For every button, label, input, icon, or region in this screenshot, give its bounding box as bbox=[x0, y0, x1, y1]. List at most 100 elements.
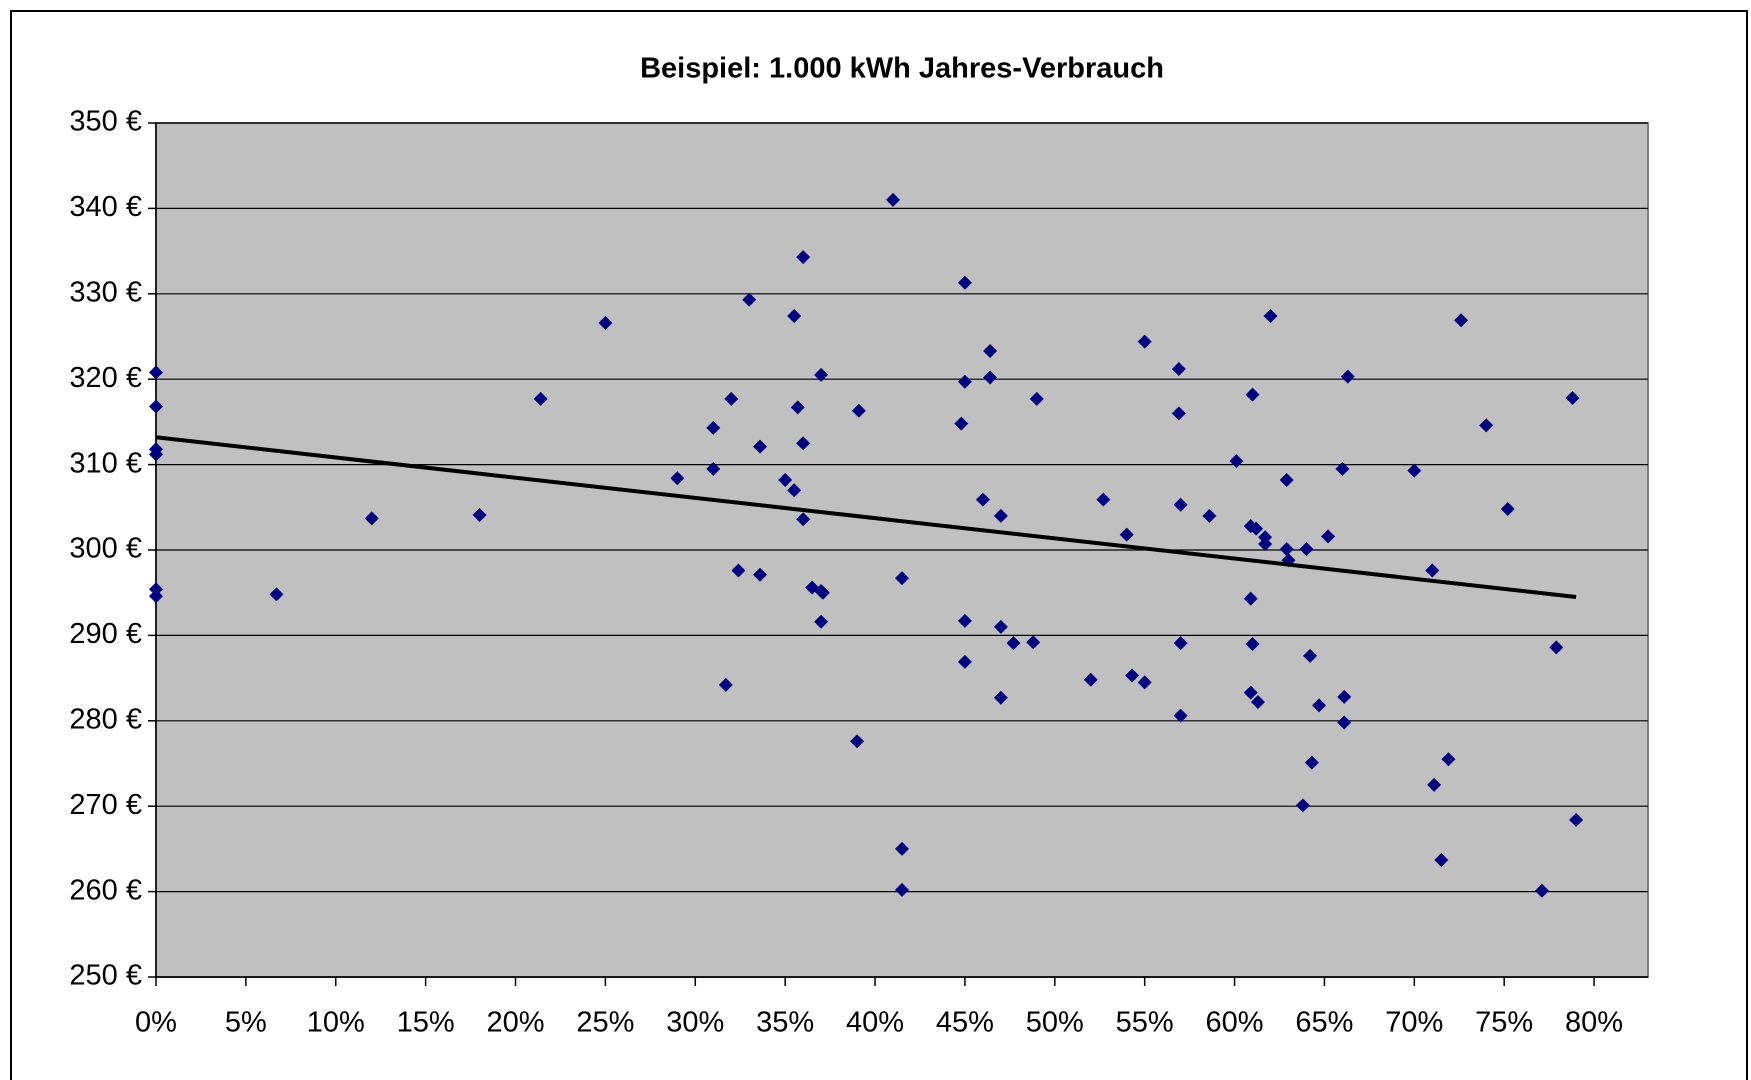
x-tick-label: 0% bbox=[135, 1007, 177, 1039]
scatter-point bbox=[1454, 313, 1469, 328]
scatter-point bbox=[1026, 635, 1041, 650]
scatter-point bbox=[1335, 461, 1350, 476]
scatter-point bbox=[796, 436, 811, 451]
scatter-point bbox=[790, 400, 805, 415]
scatter-point bbox=[1321, 529, 1336, 544]
scatter-point bbox=[850, 734, 865, 749]
scatter-point bbox=[1250, 695, 1265, 710]
y-tick-label: 300 € bbox=[69, 533, 142, 565]
scatter-point bbox=[1441, 752, 1456, 767]
y-tick-label: 310 € bbox=[69, 447, 142, 479]
scatter-point bbox=[983, 370, 998, 385]
scatter-point bbox=[787, 309, 802, 324]
scatter-point bbox=[1249, 521, 1264, 536]
x-tick-label: 40% bbox=[846, 1007, 904, 1039]
scatter-point bbox=[895, 882, 909, 897]
scatter-point bbox=[1565, 390, 1580, 405]
scatter-point bbox=[993, 508, 1008, 523]
scatter-point bbox=[1258, 537, 1273, 552]
scatter-point bbox=[731, 563, 746, 578]
scatter-point bbox=[886, 192, 901, 207]
scatter-point bbox=[1534, 883, 1549, 898]
trend-line bbox=[155, 435, 1577, 599]
scatter-point bbox=[364, 511, 379, 526]
scatter-point bbox=[1295, 798, 1310, 813]
y-tick-label: 330 € bbox=[69, 276, 142, 308]
scatter-point bbox=[778, 472, 793, 487]
x-tick-label: 70% bbox=[1385, 1007, 1443, 1039]
scatter-point bbox=[718, 677, 733, 692]
scatter-point bbox=[752, 567, 767, 582]
scatter-point bbox=[957, 275, 972, 290]
scatter-point bbox=[1549, 640, 1564, 655]
scatter-point bbox=[993, 690, 1008, 705]
scatter-point bbox=[814, 614, 829, 629]
y-tick-label: 340 € bbox=[69, 191, 142, 223]
scatter-point bbox=[1427, 777, 1442, 792]
scatter-point bbox=[149, 589, 163, 604]
scatter-point bbox=[670, 471, 685, 486]
scatter-point bbox=[787, 483, 802, 498]
y-tick-label: 350 € bbox=[69, 106, 142, 138]
scatter-point bbox=[1303, 648, 1318, 663]
scatter-point bbox=[1569, 812, 1584, 827]
scatter-point bbox=[1173, 708, 1188, 723]
x-tick-label: 5% bbox=[225, 1007, 267, 1039]
y-tick-label: 250 € bbox=[69, 960, 142, 992]
scatter-point bbox=[1243, 685, 1258, 700]
scatter-point bbox=[796, 512, 811, 527]
scatter-point bbox=[1479, 418, 1494, 433]
scatter-point bbox=[1245, 387, 1260, 402]
scatter-point bbox=[1304, 755, 1319, 770]
y-tick-label: 280 € bbox=[69, 703, 142, 735]
scatter-point bbox=[149, 365, 163, 380]
x-tick-label: 65% bbox=[1295, 1007, 1353, 1039]
scatter-point bbox=[1337, 689, 1352, 704]
scatter-point bbox=[1229, 454, 1244, 469]
x-tick-label: 25% bbox=[576, 1007, 634, 1039]
scatter-point bbox=[598, 315, 613, 330]
scatter-point bbox=[895, 841, 909, 856]
chart-title: Beispiel: 1.000 kWh Jahres-Verbrauch bbox=[640, 53, 1164, 85]
scatter-point bbox=[1137, 334, 1152, 349]
x-tick-label: 20% bbox=[486, 1007, 544, 1039]
scatter-point bbox=[975, 492, 990, 507]
scatter-point bbox=[957, 613, 972, 628]
scatter-point bbox=[269, 587, 284, 602]
scatter-point bbox=[1407, 463, 1422, 478]
x-tick-label: 55% bbox=[1116, 1007, 1174, 1039]
scatter-point bbox=[1340, 369, 1355, 384]
scatter-point bbox=[1173, 497, 1188, 512]
scatter-point bbox=[1029, 391, 1044, 406]
scatter-point bbox=[149, 447, 163, 462]
scatter-point bbox=[1312, 698, 1327, 713]
scatter-point bbox=[1125, 668, 1140, 683]
scatter-point bbox=[957, 654, 972, 669]
x-tick-label: 45% bbox=[936, 1007, 994, 1039]
scatter-point bbox=[1243, 591, 1258, 606]
x-tick-label: 80% bbox=[1565, 1007, 1623, 1039]
scatter-point bbox=[1083, 672, 1098, 687]
x-tick-label: 60% bbox=[1206, 1007, 1264, 1039]
scatter-point bbox=[796, 250, 811, 265]
scatter-point bbox=[1279, 542, 1294, 557]
scatter-point bbox=[851, 403, 866, 418]
scatter-point bbox=[1263, 309, 1278, 324]
scatter-point bbox=[724, 391, 739, 406]
scatter-point bbox=[954, 416, 969, 431]
scatter-point bbox=[957, 374, 972, 389]
scatter-point bbox=[149, 399, 163, 414]
scatter-point bbox=[814, 367, 829, 382]
x-tick-label: 50% bbox=[1026, 1007, 1084, 1039]
scatter-point bbox=[1202, 508, 1217, 523]
scatter-point bbox=[472, 507, 487, 522]
scatter-point bbox=[1119, 527, 1134, 542]
scatter-point bbox=[1245, 636, 1260, 651]
scatter-point bbox=[1096, 492, 1111, 507]
x-tick-label: 75% bbox=[1475, 1007, 1533, 1039]
scatter-point bbox=[1425, 563, 1440, 578]
scatter-point bbox=[1171, 361, 1186, 376]
scatter-point bbox=[752, 439, 767, 454]
scatter-point bbox=[1279, 472, 1294, 487]
